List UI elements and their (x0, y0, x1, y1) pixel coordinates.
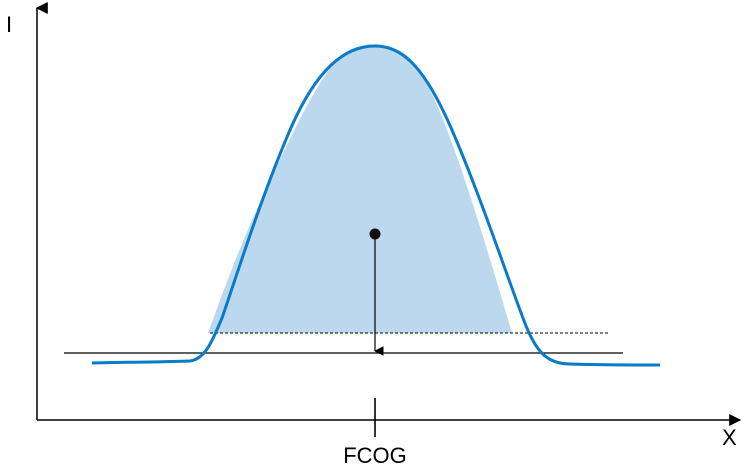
x-axis-label: X (722, 425, 737, 450)
y-axis-label: I (6, 12, 12, 37)
intensity-curve (91, 44, 661, 367)
fcog-label: FCOG (343, 443, 407, 468)
centroid-point (369, 228, 381, 240)
peak-shaded-area (208, 44, 512, 333)
